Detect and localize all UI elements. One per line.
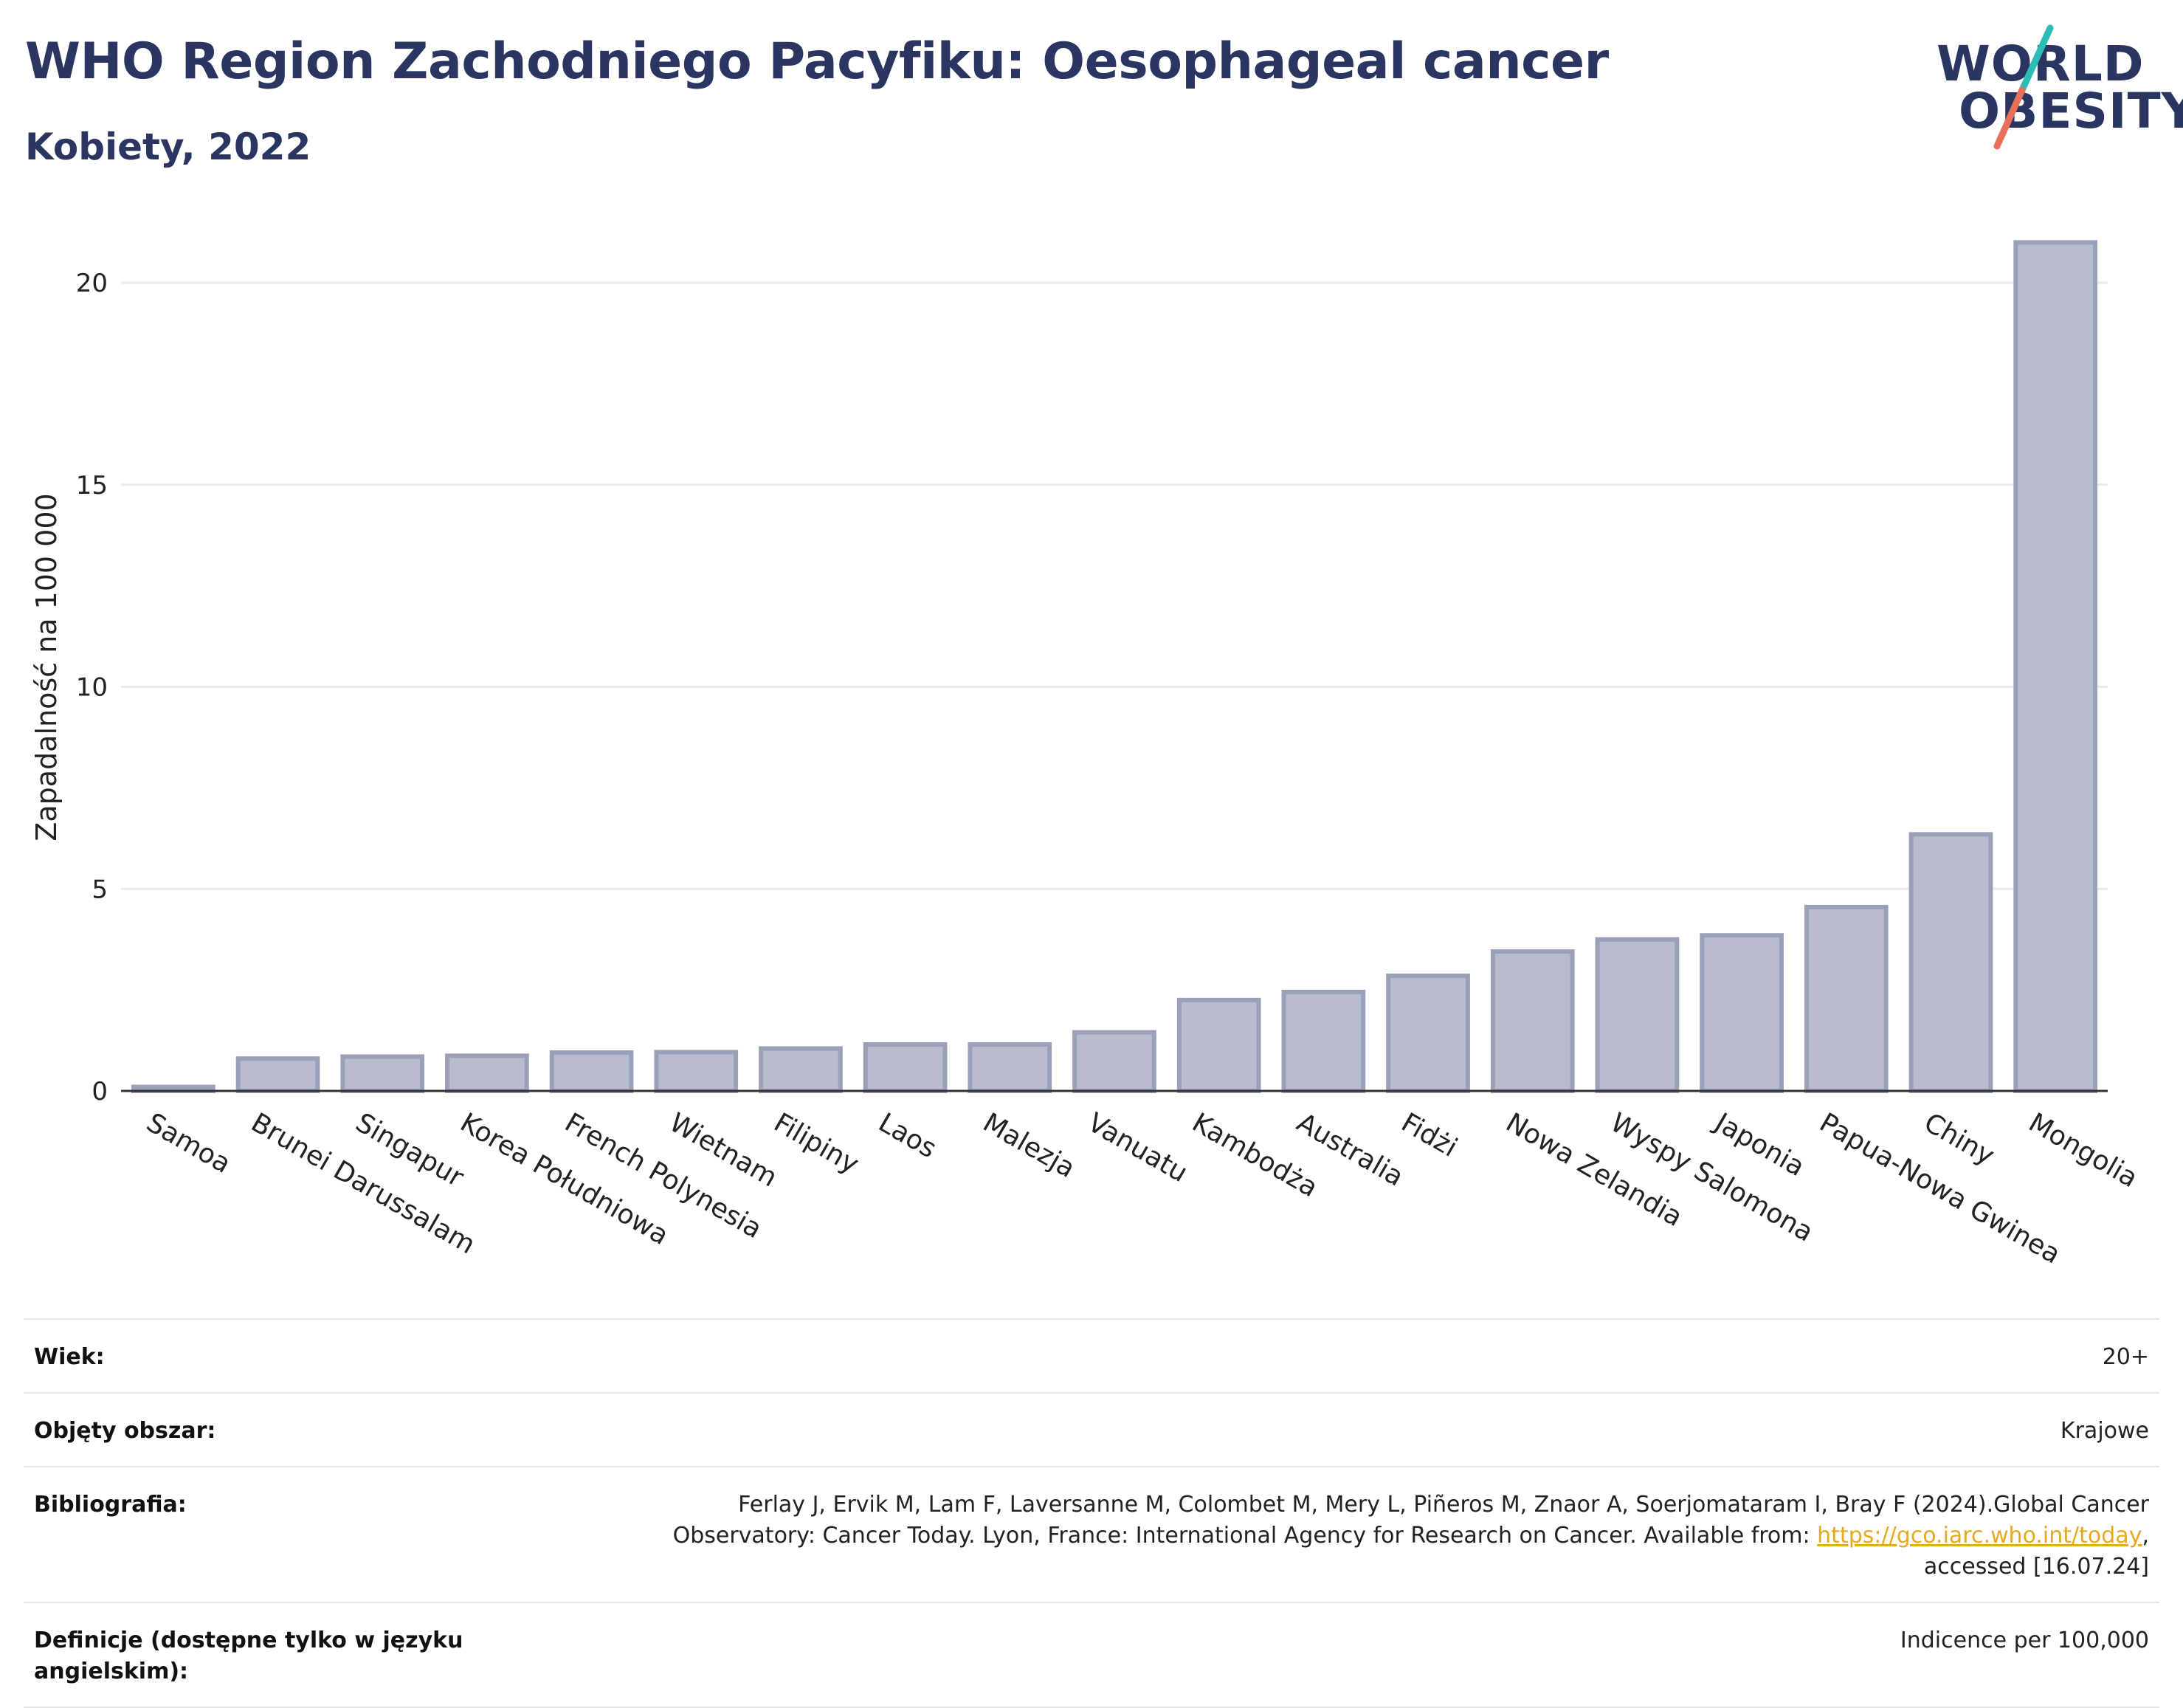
x-category-label: Mongolia [2024, 1107, 2143, 1194]
metadata-table: Wiek: 20+ Objęty obszar: Krajowe Bibliog… [24, 1318, 2159, 1708]
meta-row-bibliography: Bibliografia: Ferlay J, Ervik M, Lam F, … [24, 1466, 2159, 1602]
x-category-label: Vanuatu [1083, 1107, 1193, 1188]
meta-row-age: Wiek: 20+ [24, 1318, 2159, 1392]
bibliography-line-3: accessed [16.07.24] [1923, 1554, 2149, 1580]
meta-value: Indicence per 100,000 [1900, 1628, 2149, 1653]
meta-value: Ferlay J, Ervik M, Lam F, Laversanne M, … [492, 1490, 2149, 1583]
x-category-label: Laos [873, 1107, 941, 1164]
grid-lines [121, 281, 2108, 890]
x-category-label: Fidżi [1396, 1107, 1463, 1163]
bibliography-comma: , [2142, 1523, 2149, 1549]
bar [2013, 240, 2097, 1093]
meta-row-coverage: Objęty obszar: Krajowe [24, 1392, 2159, 1466]
bar [235, 1056, 320, 1093]
meta-value: 20+ [2102, 1344, 2149, 1370]
y-tick-label: 15 [76, 471, 108, 500]
source-link[interactable]: https://gco.iarc.who.int/today [1817, 1523, 2142, 1549]
chart-title: WHO Region Zachodniego Pacyfiku: Oesopha… [25, 32, 1609, 91]
meta-value: Krajowe [2060, 1418, 2149, 1444]
y-tick-label: 10 [76, 673, 108, 703]
bar [549, 1050, 634, 1093]
bar [1490, 949, 1575, 1093]
meta-key: Definicje (dostępne tylko w języku angie… [34, 1628, 463, 1684]
x-category-label: Nowa Zelandia [1500, 1107, 1687, 1233]
y-tick-label: 0 [92, 1077, 108, 1106]
bar [1176, 997, 1261, 1094]
x-category-label: Chiny [1919, 1107, 1999, 1171]
bibliography-line-1: Ferlay J, Ervik M, Lam F, Laversanne M, … [738, 1492, 2149, 1518]
bar [1908, 832, 1993, 1093]
logo-slash-icon [1993, 24, 2054, 150]
bibliography-line-2: Observatory: Cancer Today. Lyon, France:… [492, 1521, 2149, 1552]
meta-row-definitions: Definicje (dostępne tylko w języku angie… [24, 1602, 2159, 1708]
meta-key: Objęty obszar: [34, 1418, 216, 1444]
chart-subtitle: Kobiety, 2022 [25, 125, 311, 168]
y-tick-label: 20 [76, 269, 108, 298]
bar [654, 1050, 739, 1094]
bar [340, 1054, 425, 1094]
x-category-label: Samoa [142, 1107, 236, 1180]
bar [968, 1042, 1052, 1094]
bar [863, 1042, 948, 1094]
y-axis-label: Zapadalność na 100 000 [30, 493, 63, 841]
logo-line-2: OBESITY [1959, 83, 2183, 140]
bar [759, 1046, 843, 1093]
bar [1281, 989, 1366, 1093]
bar-chart: 0 5 10 15 20 Samoa Brunei DarussalamSingapurK… [30, 240, 2143, 1270]
y-tick-label: 5 [92, 875, 108, 904]
meta-key: Wiek: [34, 1344, 105, 1370]
bar [1595, 937, 1680, 1093]
meta-key: Bibliografia: [34, 1492, 187, 1518]
world-obesity-logo: WORLD OBESITY [1919, 22, 2183, 162]
bar [1072, 1030, 1156, 1094]
x-category-label: Malezja [978, 1107, 1080, 1184]
bar [445, 1053, 529, 1093]
bars [121, 240, 2108, 1094]
bar [1386, 973, 1470, 1093]
bar [1804, 904, 1889, 1093]
x-category-label: Filipiny [769, 1107, 864, 1180]
y-tick-labels: 0 5 10 15 20 [76, 269, 108, 1106]
bar [1700, 933, 1784, 1094]
bibliography-text: Observatory: Cancer Today. Lyon, France:… [672, 1523, 1818, 1549]
